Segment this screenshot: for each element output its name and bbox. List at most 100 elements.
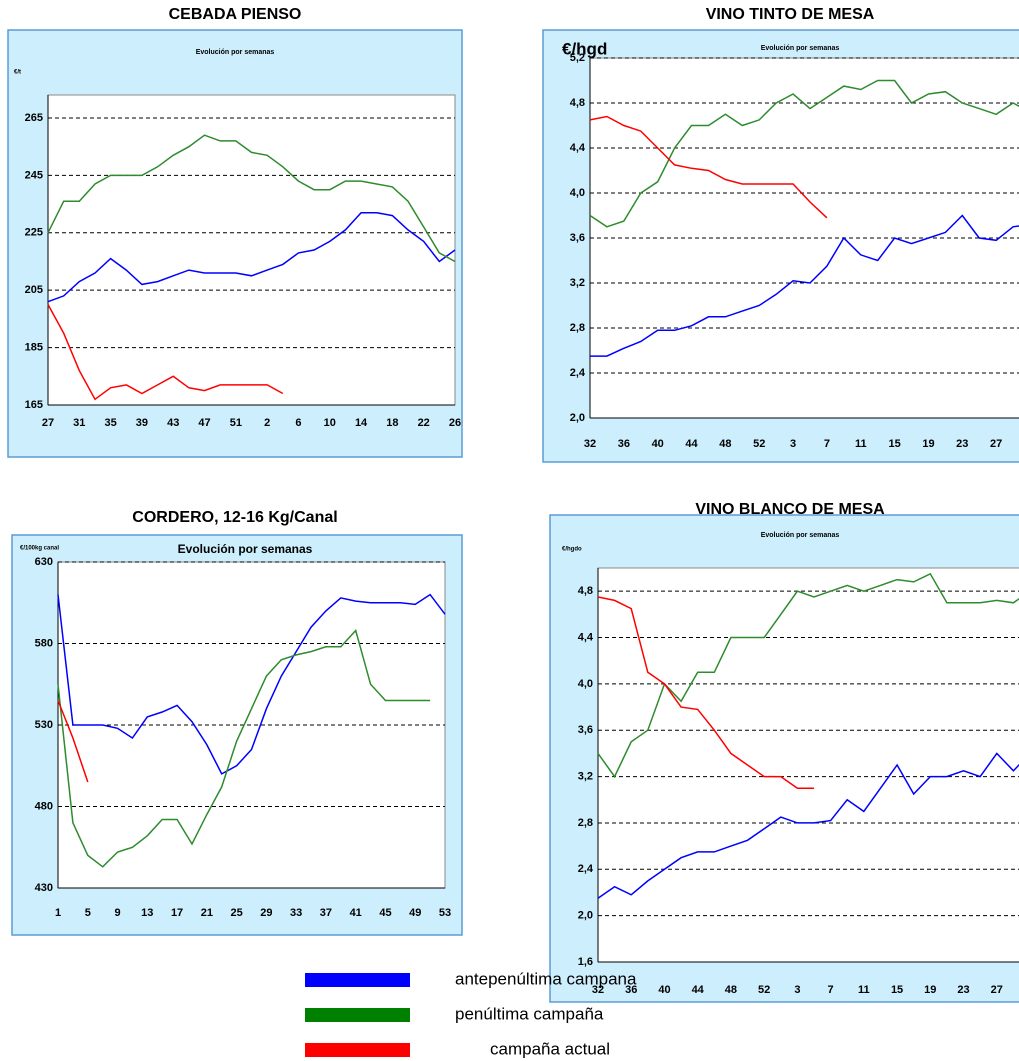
x-tick-label: 40: [658, 984, 670, 996]
y-tick-label: 4,0: [578, 678, 593, 690]
y-tick-label: 2,4: [578, 863, 594, 875]
legend-swatch: [305, 1043, 410, 1057]
x-tick-label: 44: [692, 984, 705, 996]
y-tick-label: 3,2: [578, 770, 593, 782]
x-tick-label: 52: [758, 984, 770, 996]
x-tick-label: 27: [990, 438, 1002, 450]
x-tick-label: 1: [55, 907, 61, 919]
y-axis-unit: €/100kg canal: [20, 546, 59, 552]
series-line: [597, 596, 814, 789]
y-tick-label: 2,8: [578, 817, 593, 829]
x-tick-label: 48: [719, 438, 731, 450]
legend-swatch: [305, 973, 410, 987]
y-axis-unit: €/hgdo: [562, 547, 582, 553]
x-tick-label: 33: [290, 907, 302, 919]
x-tick-label: 36: [618, 438, 630, 450]
series-line: [47, 134, 456, 263]
x-tick-label: 53: [439, 907, 451, 919]
x-tick-label: 47: [198, 417, 210, 429]
x-tick-label: 32: [584, 438, 596, 450]
y-tick-label: 530: [35, 719, 53, 731]
y-axis-unit: €/t: [14, 70, 21, 76]
y-tick-label: 225: [25, 227, 43, 239]
plot-area: [597, 567, 1019, 963]
chart-title: VINO BLANCO DE MESA: [695, 501, 885, 518]
x-tick-label: 23: [956, 438, 968, 450]
x-tick-label: 48: [725, 984, 737, 996]
x-tick-label: 6: [295, 417, 301, 429]
y-tick-label: 265: [25, 112, 43, 124]
y-axis-unit: €/hgd: [562, 39, 607, 58]
x-tick-label: 29: [260, 907, 272, 919]
plot-area: [47, 94, 456, 406]
series-line: [589, 79, 1019, 228]
x-tick-label: 13: [141, 907, 153, 919]
x-tick-label: 52: [753, 438, 765, 450]
y-tick-label: 2,8: [570, 322, 585, 334]
x-tick-label: 41: [350, 907, 362, 919]
y-tick-label: 2,0: [578, 910, 593, 922]
legend-swatch: [305, 1008, 410, 1022]
x-tick-label: 11: [858, 984, 870, 996]
x-tick-label: 9: [114, 907, 120, 919]
legend-label: antepenúltima campana: [455, 969, 637, 988]
chart-panel: CEBADA PIENSO Evolución por semanas €/t 165…: [7, 6, 463, 458]
x-tick-label: 14: [355, 417, 368, 429]
x-tick-label: 11: [855, 438, 867, 450]
chart-subtitle: Evolución por semanas: [178, 542, 313, 556]
legend-label: penúltima campaña: [455, 1004, 604, 1023]
x-tick-label: 15: [891, 984, 903, 996]
y-tick-label: 430: [35, 882, 53, 894]
chart-title: VINO TINTO DE MESA: [706, 6, 875, 23]
series-line: [597, 572, 1019, 779]
x-tick-label: 27: [42, 417, 54, 429]
y-tick-label: 4,8: [570, 97, 585, 109]
y-tick-label: 4,4: [578, 631, 594, 643]
series-line: [47, 211, 456, 303]
y-tick-label: 4,0: [570, 187, 585, 199]
x-tick-label: 44: [685, 438, 698, 450]
series-line: [590, 214, 1019, 357]
chart-panel: VINO TINTO DE MESA Evolución por semanas €…: [542, 6, 1019, 463]
x-tick-label: 22: [418, 417, 430, 429]
x-tick-label: 26: [449, 417, 461, 429]
x-tick-label: 40: [652, 438, 664, 450]
x-tick-label: 18: [386, 417, 398, 429]
y-tick-label: 3,6: [570, 232, 585, 244]
x-tick-label: 36: [625, 984, 637, 996]
series-line: [57, 593, 446, 775]
x-tick-label: 23: [957, 984, 969, 996]
x-tick-label: 32: [592, 984, 604, 996]
y-tick-label: 2,4: [570, 367, 586, 379]
y-tick-label: 205: [25, 284, 43, 296]
y-tick-label: 185: [25, 341, 43, 353]
y-tick-label: 4,4: [570, 142, 586, 154]
y-tick-label: 2,0: [570, 412, 585, 424]
x-tick-label: 43: [167, 417, 179, 429]
x-tick-label: 5: [85, 907, 91, 919]
y-tick-label: 165: [25, 399, 43, 411]
x-tick-label: 45: [379, 907, 391, 919]
chart-title: CEBADA PIENSO: [169, 6, 302, 23]
chart-subtitle: Evolución por semanas: [196, 49, 275, 56]
series-line: [57, 700, 89, 783]
series-line: [47, 304, 284, 401]
x-tick-label: 51: [230, 417, 242, 429]
x-tick-label: 15: [888, 438, 900, 450]
x-tick-label: 3: [790, 438, 796, 450]
x-tick-label: 19: [924, 984, 936, 996]
chart-panel: VINO BLANCO DE MESA Evolución por semanas…: [549, 501, 1019, 1003]
y-tick-label: 4,8: [578, 585, 593, 597]
y-tick-label: 3,6: [578, 724, 593, 736]
series-line: [589, 115, 828, 219]
y-tick-label: 630: [35, 556, 53, 568]
x-tick-label: 21: [201, 907, 213, 919]
y-tick-label: 580: [35, 637, 53, 649]
x-tick-label: 27: [991, 984, 1003, 996]
x-tick-label: 3: [794, 984, 800, 996]
chart-subtitle: Evolución por semanas: [761, 532, 840, 539]
x-tick-label: 10: [324, 417, 336, 429]
x-tick-label: 7: [824, 438, 830, 450]
